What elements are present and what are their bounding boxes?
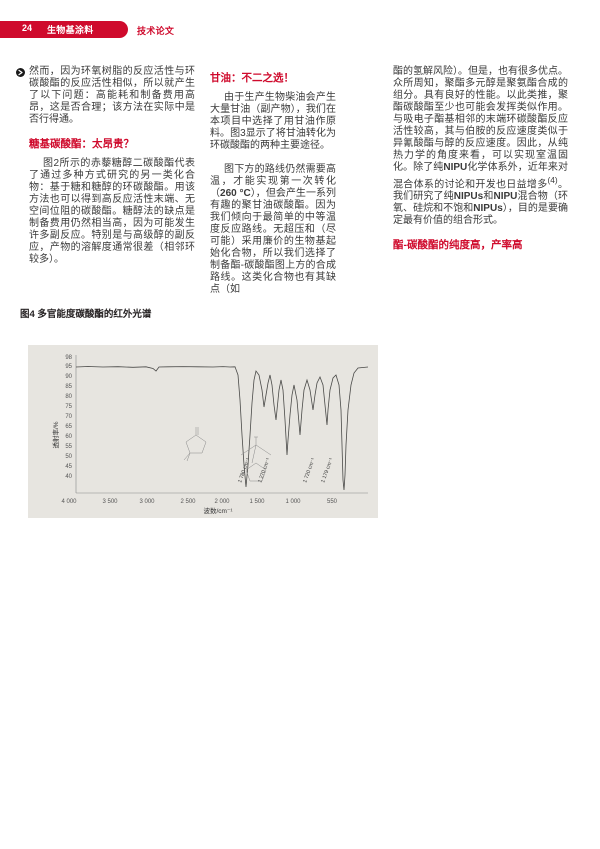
svg-text:2 500: 2 500: [180, 499, 196, 505]
svg-text:80: 80: [65, 394, 72, 400]
svg-text:550: 550: [327, 499, 338, 505]
svg-text:1 270 cm⁻¹: 1 270 cm⁻¹: [257, 457, 272, 484]
svg-text:65: 65: [65, 424, 72, 430]
svg-text:75: 75: [65, 404, 72, 410]
svg-text:95: 95: [65, 364, 72, 370]
svg-text:1 500: 1 500: [249, 499, 265, 505]
svg-text:45: 45: [65, 464, 72, 470]
svg-text:55: 55: [65, 444, 72, 450]
svg-text:3 500: 3 500: [102, 499, 118, 505]
svg-text:98: 98: [65, 355, 72, 361]
svg-text:4 000: 4 000: [61, 499, 77, 505]
svg-text:90: 90: [65, 374, 72, 380]
svg-text:2 000: 2 000: [214, 499, 230, 505]
svg-text:1 179 cm⁻¹: 1 179 cm⁻¹: [320, 457, 335, 484]
svg-text:1 000: 1 000: [285, 499, 301, 505]
svg-text:透射率/%: 透射率/%: [51, 421, 60, 448]
svg-text:50: 50: [65, 454, 72, 460]
svg-text:70: 70: [65, 414, 72, 420]
svg-text:85: 85: [65, 384, 72, 390]
svg-text:1 720 cm⁻¹: 1 720 cm⁻¹: [302, 457, 317, 484]
svg-text:40: 40: [65, 474, 72, 480]
svg-text:波数/cm⁻¹: 波数/cm⁻¹: [203, 506, 233, 515]
svg-text:60: 60: [65, 434, 72, 440]
svg-text:3 000: 3 000: [139, 499, 155, 505]
